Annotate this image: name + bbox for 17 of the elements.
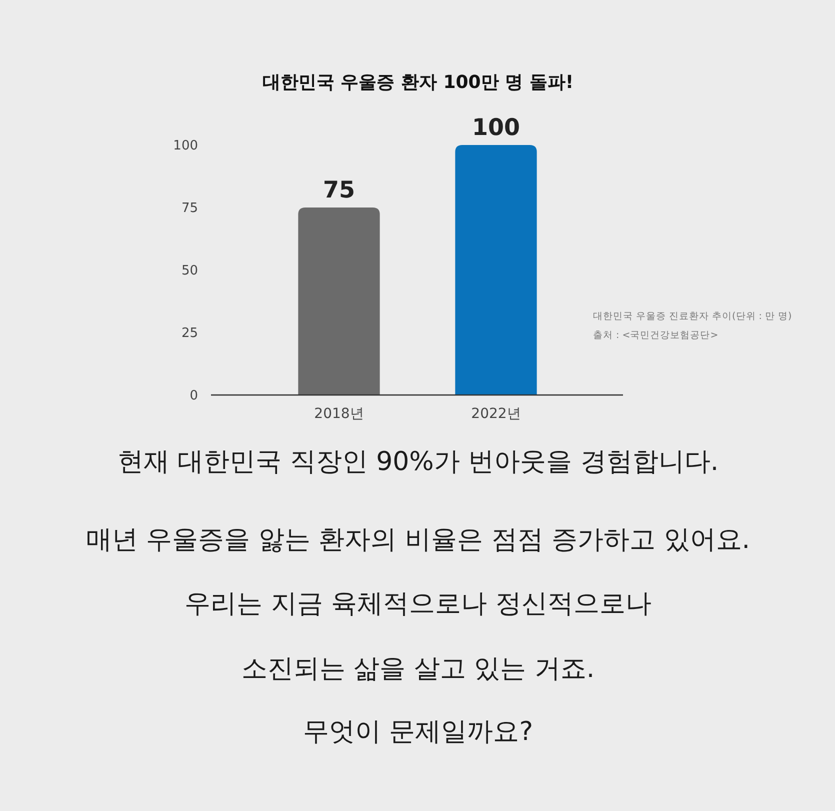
y-tick-label: 100 [173,138,198,154]
text: 우리는 지금 육체적으로나 정신적으로나 [184,589,652,619]
y-tick-label: 25 [181,326,198,342]
y-tick-label: 0 [190,388,198,404]
chart-title: 대한민국 우울증 환자 100만 명 돌파! [262,72,574,93]
y-tick-label: 50 [181,264,198,279]
text: 무엇이 문제일까요? [302,717,534,747]
x-tick-label: 2022년 [471,406,521,422]
annotation: 출처 : <국민건강보험공단> [593,330,718,341]
data-label: 75 [322,178,356,204]
y-tick-label: 75 [181,201,198,216]
x-tick-label: 2018년 [314,406,364,422]
annotation: 대한민국 우울증 진료환자 추이(단위 : 만 명) [593,311,792,322]
text: 현재 대한민국 직장인 90%가 번아웃을 경험합니다. [117,447,719,477]
text: 매년 우울증을 앓는 환자의 비율은 점점 증가하고 있어요. [86,525,750,555]
data-label: 100 [472,115,520,141]
text: 소진되는 삶을 살고 있는 거죠. [241,654,595,684]
